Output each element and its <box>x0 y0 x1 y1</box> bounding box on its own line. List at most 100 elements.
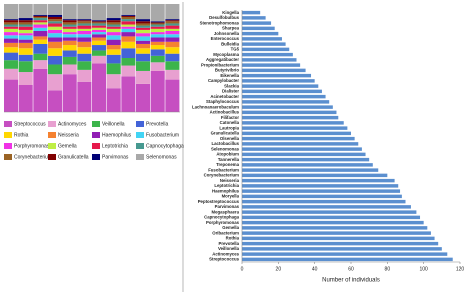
y-tick-label: Capnocytophaga <box>204 215 239 220</box>
bar-segment <box>77 31 92 35</box>
y-tick-label: Lachnoanaerobaculum <box>192 104 239 109</box>
bar <box>242 189 401 193</box>
bar-segment <box>33 27 48 31</box>
bar-segment <box>4 32 19 36</box>
y-tick-label: Butyrivibrio <box>215 68 239 73</box>
bar <box>242 199 406 204</box>
bar <box>242 247 442 251</box>
bar-segment <box>77 69 92 82</box>
bar-segment <box>121 26 136 29</box>
y-tick-label: Gemella <box>222 225 239 230</box>
y-tick-label: Dialister <box>222 89 239 94</box>
bar-segment <box>33 53 48 61</box>
bar-segment <box>106 74 121 89</box>
bar-segment <box>62 50 77 57</box>
bar-segment <box>62 19 77 21</box>
y-tick-label: Johnsonella <box>214 31 240 36</box>
bar-segment <box>48 14 63 17</box>
bar-segment <box>62 45 77 51</box>
bar-segment <box>150 49 165 56</box>
bar-segment <box>165 21 180 24</box>
bar-segment <box>150 24 165 27</box>
legend-swatch <box>4 132 12 138</box>
bar-segment <box>4 68 19 80</box>
bar-segment <box>18 29 33 34</box>
legend-swatch <box>92 121 100 127</box>
bar-segment <box>18 85 33 112</box>
bar-segment <box>62 40 77 46</box>
bar <box>242 42 286 46</box>
y-tick-label: Staphylococcus <box>206 99 240 104</box>
bar-segment <box>18 4 33 19</box>
bar <box>242 94 326 99</box>
bar-segment <box>48 4 63 15</box>
bar-segment <box>62 34 77 38</box>
bar-segment <box>106 88 121 112</box>
bar-segment <box>121 15 136 17</box>
bar <box>242 231 431 235</box>
bar <box>242 10 261 15</box>
bar-segment <box>165 34 180 38</box>
bar-segment <box>4 24 19 27</box>
y-tick-label: Mycoplasma <box>213 52 239 57</box>
bar-segment <box>150 28 165 33</box>
y-tick-label: Parvimonas <box>215 204 240 209</box>
bar-segment <box>136 33 151 37</box>
x-axis-label: Number of individuals <box>322 278 380 284</box>
legend-label: Fusobacterium <box>146 132 179 138</box>
bar-segment <box>106 20 121 23</box>
bar-segment <box>92 20 107 22</box>
bar-segment <box>136 36 151 41</box>
bar <box>242 105 333 109</box>
bar-segment <box>77 47 92 54</box>
bar-segment <box>150 45 165 50</box>
bar-segment <box>121 65 136 77</box>
y-tick-label: Enterococcus <box>211 36 240 41</box>
bar-segment <box>165 53 180 62</box>
bar-segment <box>33 60 48 69</box>
y-tick-label: Peptostreptococcus <box>198 199 240 204</box>
legend-label: Haemophilus <box>102 132 132 138</box>
bar-segment <box>106 24 121 27</box>
bar-segment <box>62 56 77 65</box>
y-tick-label: Prevotella <box>218 241 239 246</box>
bar-segment <box>106 18 121 21</box>
bar-segment <box>77 28 92 31</box>
bar-segment <box>48 26 63 30</box>
bar-segment <box>165 41 180 48</box>
legend-swatch <box>4 154 12 160</box>
bar-segment <box>33 4 48 15</box>
y-tick-label: Actinobacillus <box>210 110 240 115</box>
bar-segment <box>121 58 136 66</box>
x-tick-label: 80 <box>385 266 391 272</box>
bar-segment <box>121 4 136 15</box>
bar-segment <box>136 25 151 28</box>
bar-segment <box>4 35 19 39</box>
bar-segment <box>92 4 107 21</box>
x-tick-label: 20 <box>276 266 282 272</box>
bar-segment <box>121 48 136 58</box>
bar-segment <box>121 32 136 37</box>
y-tick-label: Olsenella <box>220 136 240 141</box>
bar-segment <box>48 37 63 42</box>
y-tick-label: Actinomyces <box>212 251 239 256</box>
y-tick-label: Kingella <box>222 10 239 15</box>
bar-segment <box>33 39 48 44</box>
y-tick-label: Veillonella <box>218 246 240 251</box>
bar-segment <box>18 72 33 85</box>
bar <box>242 136 355 141</box>
bar-segment <box>48 23 63 27</box>
bar-segment <box>92 22 107 24</box>
legend-swatch <box>48 154 56 160</box>
bar-segment <box>77 25 92 29</box>
bar-segment <box>77 41 92 48</box>
bar-segment <box>62 20 77 23</box>
bar-segment <box>92 32 107 35</box>
legend-label: Gemella <box>58 143 77 149</box>
y-tick-label: Aggregatibacter <box>206 57 239 62</box>
y-tick-label: Slackia <box>224 83 239 88</box>
bar-segment <box>62 32 77 35</box>
bar-segment <box>18 26 33 30</box>
bar-segment <box>77 34 92 38</box>
bar <box>242 157 370 162</box>
